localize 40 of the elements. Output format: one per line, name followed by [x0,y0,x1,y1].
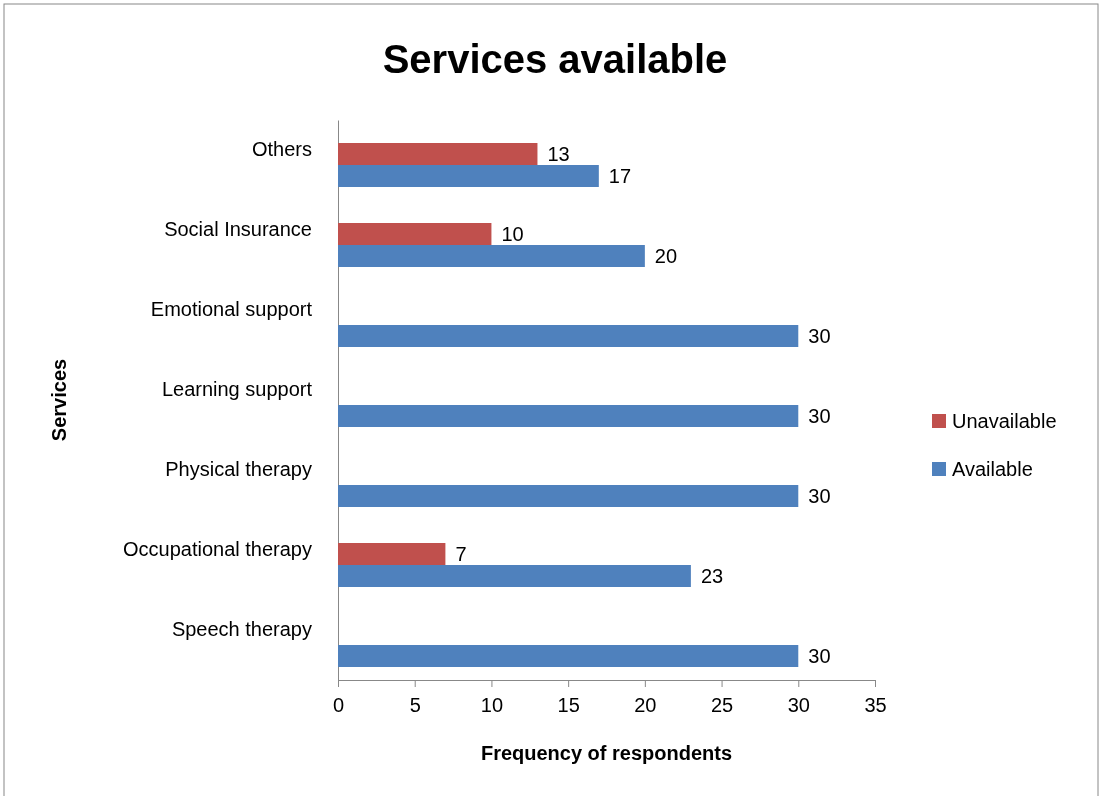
bar [338,143,538,165]
data-label: 30 [808,325,831,347]
x-tick-label: 25 [710,694,734,716]
y-axis-title: Services [48,358,70,442]
data-label: 30 [808,485,831,507]
data-label: 30 [808,405,831,427]
y-tick-label: Physical therapy [165,458,312,480]
y-tick-label: Emotional support [150,298,313,320]
bar [338,245,645,267]
legend-label: Available [952,458,1033,480]
bar [338,645,799,667]
bar [338,165,599,187]
data-label: 20 [654,245,678,267]
data-label: 7 [455,543,467,565]
bar [338,223,492,245]
data-label: 17 [608,165,632,187]
y-tick-label: Speech therapy [171,618,312,640]
bar [338,325,799,347]
y-tick-label: Learning support [161,378,313,400]
y-tick-label: Social Insurance [164,218,312,240]
data-label: 10 [501,223,524,245]
data-label: 23 [700,565,724,587]
x-tick-label: 15 [557,694,580,716]
x-tick-label: 10 [480,694,504,716]
y-tick-label: Others [251,138,312,160]
bar [338,485,799,507]
data-label: 30 [808,645,831,667]
x-tick-label: 20 [634,694,657,716]
chart-title: Services available [382,37,728,81]
data-label: 13 [547,143,570,165]
x-tick-label: 35 [864,694,887,716]
x-tick-label: 30 [787,694,810,716]
bar [338,543,446,565]
x-tick-label: 0 [332,694,345,716]
legend-label: Unavailable [952,410,1057,432]
bar [338,565,691,587]
y-tick-label: Occupational therapy [122,538,312,560]
x-axis-title: Frequency of respondents [480,742,733,764]
bar [338,405,799,427]
x-tick-label: 5 [409,694,421,716]
